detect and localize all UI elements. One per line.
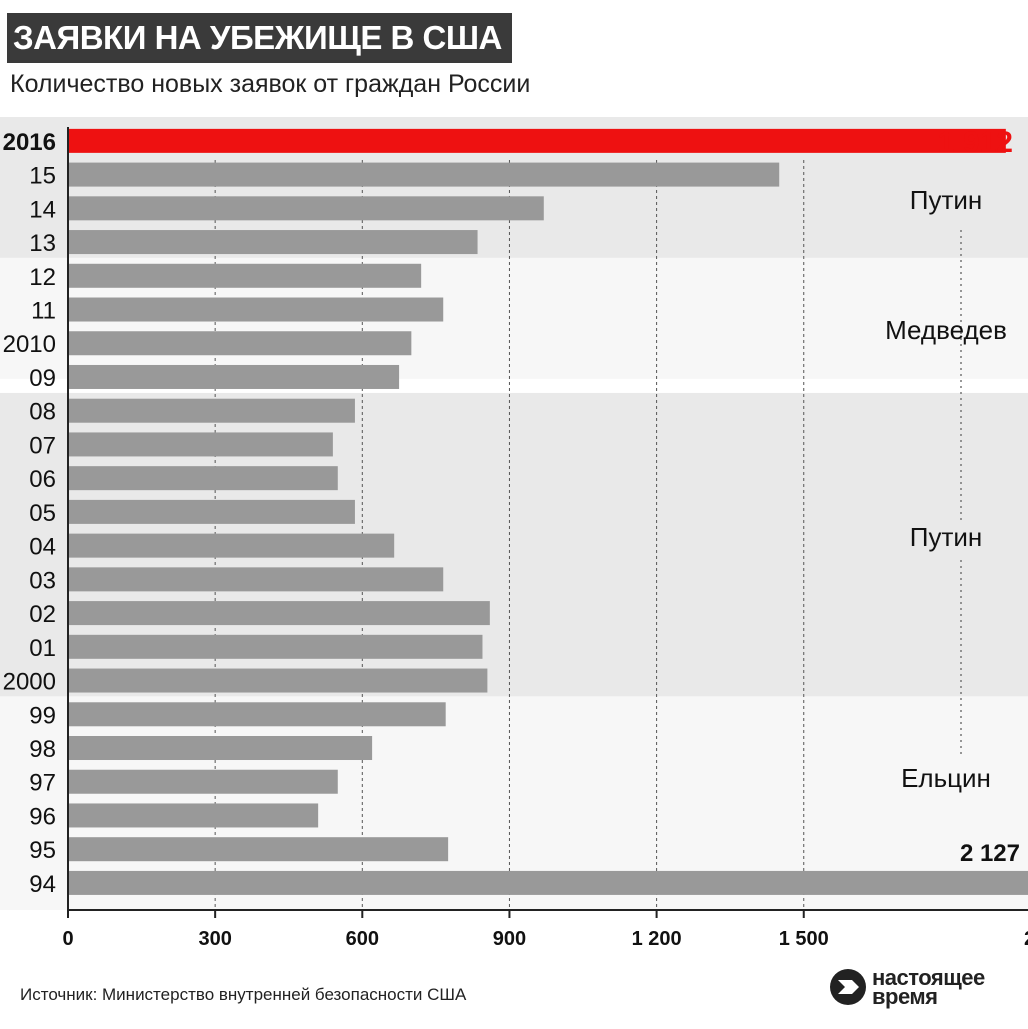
x-tick-label: 600 (346, 928, 379, 950)
bar (69, 634, 483, 659)
bar (69, 668, 488, 693)
logo-line-2: время (872, 984, 938, 1009)
x-tick-label: 0 (62, 928, 73, 950)
category-label: 07 (29, 432, 56, 459)
x-tick-label: 900 (493, 928, 526, 950)
category-label: 15 (29, 163, 56, 190)
period-label: Путин (910, 522, 982, 552)
category-label: 2016 (3, 129, 56, 156)
category-label: 06 (29, 466, 56, 493)
bar-highlight (69, 128, 1006, 153)
bar (69, 297, 444, 322)
period-label: Путин (910, 185, 982, 215)
bar-chart: Путин Медведев Путин Ельцин 2016 15 14 13 12 11 20… (0, 117, 1028, 950)
category-label: 2000 (3, 669, 56, 696)
bar (69, 466, 338, 491)
value-label: 1 912 (938, 126, 1013, 159)
chart-title: ЗАЯВКИ НА УБЕЖИЩЕ В США (7, 13, 512, 63)
category-label: 01 (29, 635, 56, 662)
chart-subtitle: Количество новых заявок от граждан Росси… (10, 70, 531, 98)
logo-line-1: настоящее (872, 965, 985, 990)
bar (69, 837, 449, 862)
category-label: 14 (29, 196, 56, 223)
bar (69, 499, 355, 524)
category-label: 03 (29, 567, 56, 594)
bar (69, 364, 400, 389)
category-label: 04 (29, 534, 56, 561)
bar (69, 567, 444, 592)
category-label: 02 (29, 601, 56, 628)
bar (69, 601, 490, 626)
period-label: Медведев (885, 315, 1007, 345)
category-label: 05 (29, 500, 56, 527)
source-note: Источник: Министерство внутренней безопа… (20, 985, 467, 1004)
category-label: 12 (29, 264, 56, 291)
category-label: 08 (29, 399, 56, 426)
logo-icon (830, 969, 866, 1005)
bar (69, 162, 780, 187)
brand-logo: настоящее время (828, 965, 985, 1009)
bar (69, 533, 395, 558)
bar (69, 432, 333, 457)
bar (69, 769, 338, 794)
bar (69, 736, 373, 761)
bar (69, 230, 478, 255)
period-label: Ельцин (901, 763, 991, 793)
bar (69, 263, 422, 288)
category-label: 98 (29, 736, 56, 763)
category-label: 11 (31, 298, 56, 325)
category-label: 99 (29, 702, 56, 729)
category-label: 95 (29, 837, 56, 864)
category-label: 96 (29, 803, 56, 830)
category-label: 97 (29, 770, 56, 797)
category-label: 94 (29, 871, 56, 898)
category-label: 13 (29, 230, 56, 257)
x-tick-label: 300 (198, 928, 231, 950)
bar (69, 702, 446, 727)
logo-wordmark: настоящее время (872, 965, 985, 1009)
x-tick-label: 1 500 (779, 928, 829, 950)
bar (69, 803, 319, 828)
bar (69, 870, 1028, 895)
bar (69, 398, 355, 423)
bar (69, 196, 544, 221)
category-label: 09 (29, 365, 56, 392)
value-label: 2 127 (960, 840, 1020, 867)
x-tick-label: 2 000 (1024, 928, 1028, 950)
category-label: 2010 (3, 331, 56, 358)
x-tick-label: 1 200 (632, 928, 682, 950)
bar (69, 331, 412, 356)
